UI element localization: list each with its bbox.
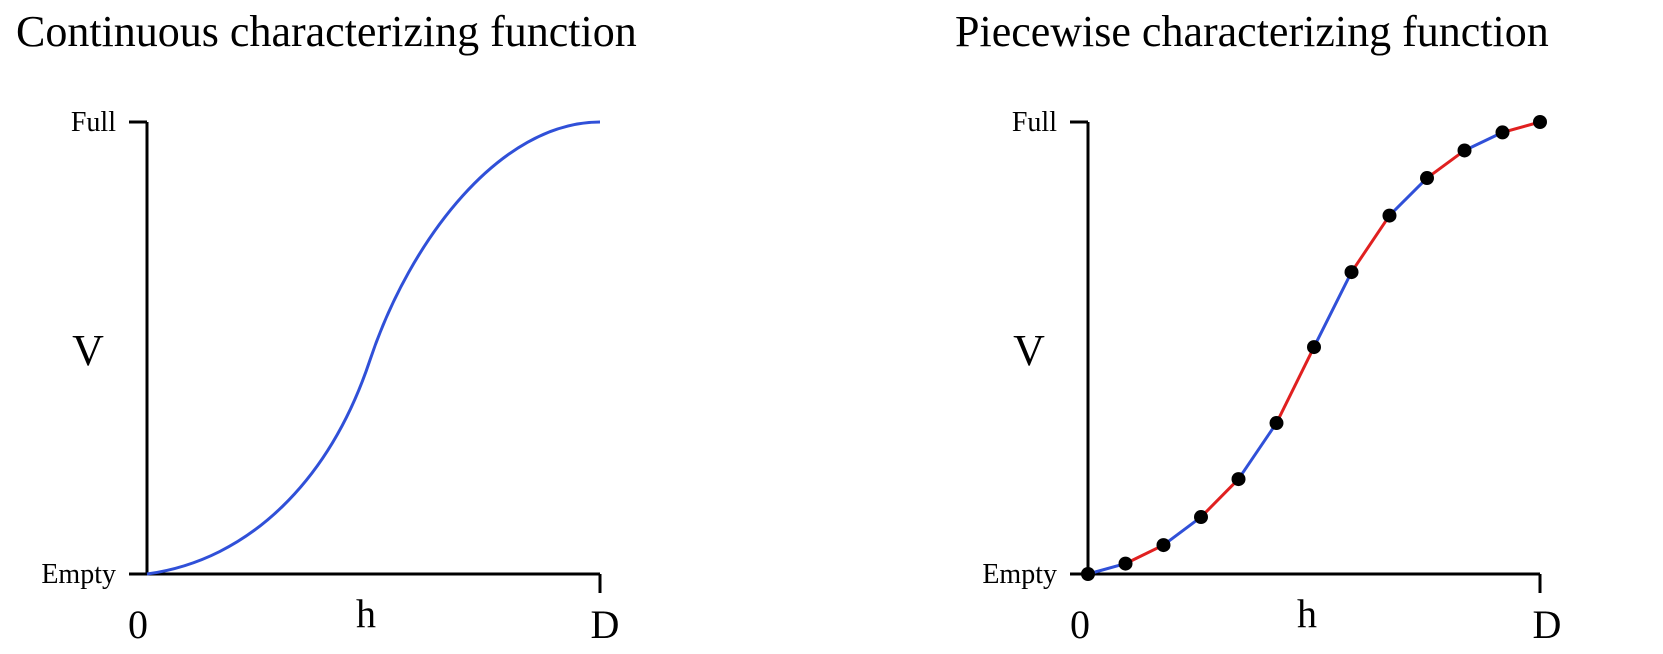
curve-segment [1350,214,1391,273]
piecewise-segments [1087,120,1541,576]
y-tick-label-empty: Empty [982,559,1057,590]
x-tick-label-zero: 0 [128,602,148,647]
piecewise-panel-title: Piecewise characterizing function [955,7,1549,56]
data-point-marker [1533,115,1547,129]
data-point-marker [1495,125,1510,140]
piecewise-panel: Full Empty V 0 D h [982,107,1561,647]
y-axis-label: V [72,326,104,375]
curve-segment [1388,176,1429,217]
curve-segment [1426,149,1466,180]
x-axis-label: h [1297,591,1317,636]
data-point-marker [1269,416,1284,431]
continuous-panel-title: Continuous characterizing function [16,7,637,56]
data-point-marker [1382,208,1397,223]
curve-segment [1199,478,1240,519]
x-tick-label-d: D [1533,602,1562,647]
data-point-marker [1194,510,1208,525]
curve-segment [1275,346,1316,424]
y-axis-label: V [1013,326,1045,375]
curve-segment [1162,515,1202,547]
data-point-marker [1156,538,1171,553]
piecewise-points [1081,115,1547,581]
data-point-marker [1081,567,1095,581]
data-point-marker [1420,171,1434,186]
data-point-marker [1118,556,1133,571]
curve-segment [1312,271,1353,348]
data-point-marker [1344,265,1359,280]
data-point-marker [1307,340,1321,355]
x-axis-label: h [356,591,376,636]
data-point-marker [1231,472,1246,487]
x-tick-label-d: D [591,602,620,647]
data-point-marker [1457,143,1472,158]
continuous-curve [146,120,601,576]
x-tick-label-zero: 0 [1070,602,1090,647]
continuous-panel: Full Empty V 0 D h [41,107,619,647]
y-tick-label-full: Full [71,107,116,138]
y-tick-label-empty: Empty [41,559,116,590]
y-tick-label-full: Full [1012,107,1057,138]
curve-segment [1124,543,1165,565]
curve-segment [1237,422,1278,480]
curve-segment [1463,131,1504,152]
